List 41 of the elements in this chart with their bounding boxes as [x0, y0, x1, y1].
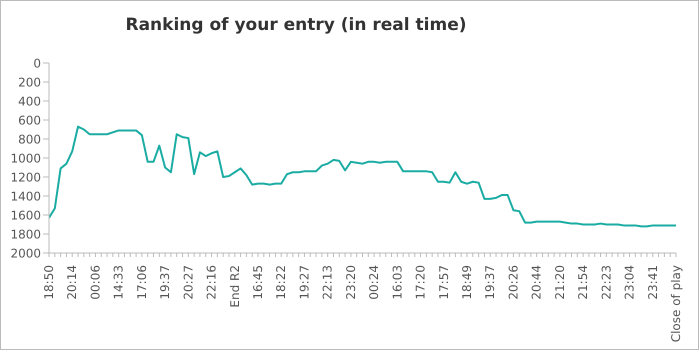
x-tick-label: 16:45 — [251, 265, 265, 300]
x-tick-label: 22:23 — [599, 265, 614, 300]
x-tick-label: 18:22 — [274, 265, 288, 300]
y-tick-label: 600 — [18, 113, 41, 128]
x-tick-label: 19:37 — [483, 265, 498, 300]
x-tick-label: 20:44 — [530, 265, 544, 300]
x-tick-label: 20:27 — [181, 265, 196, 300]
x-tick-label: 16:03 — [390, 265, 404, 300]
y-tick-label: 800 — [18, 132, 41, 146]
y-tick-label: 1200 — [10, 170, 41, 184]
y-tick-label: 400 — [18, 94, 41, 108]
y-tick-label: 2000 — [10, 246, 41, 260]
y-tick-label: 200 — [18, 75, 41, 90]
x-tick-label: 21:20 — [552, 265, 567, 300]
x-tick-label: 20:26 — [506, 265, 520, 300]
x-tick-label: 23:41 — [646, 265, 660, 300]
x-tick-label: 14:33 — [112, 265, 126, 300]
y-tick-label: 1000 — [10, 151, 41, 166]
line-series — [49, 126, 676, 228]
x-tick-label: 17:20 — [414, 265, 428, 300]
x-tick-label: 23:04 — [622, 265, 637, 300]
x-tick-label: 22:13 — [320, 265, 335, 300]
x-tick-label: 18:50 — [42, 265, 56, 300]
y-tick-label: 1600 — [10, 208, 41, 222]
x-tick-label: 17:06 — [134, 265, 149, 300]
x-tick-label: Close of play — [669, 265, 683, 342]
x-tick-label: End R2 — [228, 265, 242, 308]
y-tick-label: 1400 — [10, 189, 41, 204]
x-tick-label: 17:57 — [436, 265, 451, 300]
y-tick-label: 1800 — [10, 227, 41, 242]
x-tick-label: 19:37 — [158, 265, 172, 300]
x-tick-label: 20:14 — [65, 265, 80, 300]
x-tick-label: 23:20 — [344, 265, 358, 300]
x-tick-label: 00:24 — [367, 265, 382, 300]
x-tick-label: 19:27 — [297, 265, 312, 300]
chart-title: Ranking of your entry (in real time) — [124, 15, 468, 35]
x-tick-label: 00:06 — [88, 265, 102, 300]
x-tick-label: 21:54 — [576, 265, 590, 300]
y-tick-label: 0 — [33, 56, 41, 70]
x-tick-label: 18:49 — [460, 265, 474, 300]
x-tick-label: 22:16 — [204, 265, 219, 300]
